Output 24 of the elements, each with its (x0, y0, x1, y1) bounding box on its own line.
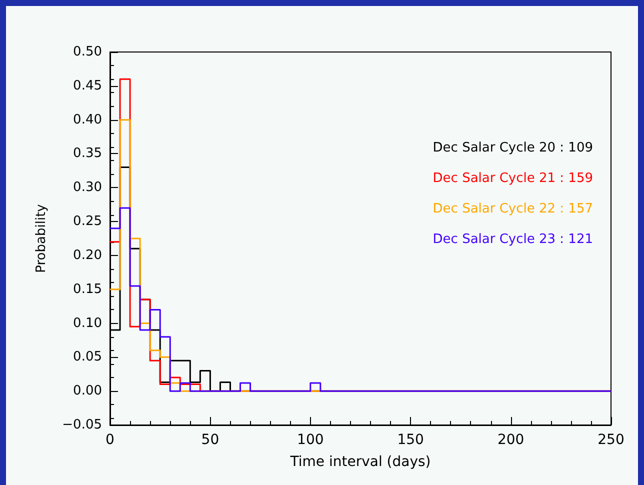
y-tick-label: 0.50 (73, 44, 102, 60)
y-tick-label: 0.40 (73, 112, 102, 128)
y-tick-label: 0.05 (73, 350, 102, 365)
x-tick-label: 150 (397, 432, 424, 448)
x-tick-label: 50 (201, 432, 220, 448)
text: Dec Salar Cycle 22 : 157 (432, 202, 594, 216)
y-tick-label: 0.35 (73, 146, 102, 162)
x-tick-label: 250 (598, 432, 624, 448)
y-tick-label: −0.05 (62, 418, 102, 432)
x-tick-label: 0 (106, 432, 114, 448)
y-axis-title: Probability (34, 204, 49, 273)
y-tick-label: 0.00 (73, 384, 102, 399)
y-tick-label: 0.20 (73, 248, 102, 263)
text: Dec Salar Cycle 20 : 109 (432, 140, 594, 156)
x-tick-label: 100 (297, 432, 324, 448)
text: Dec Salar Cycle 21 : 159 (432, 171, 594, 186)
y-tick-label: 0.30 (73, 180, 102, 196)
x-tick-label: 200 (497, 432, 524, 448)
x-axis-title: Time interval (days) (289, 454, 431, 470)
y-tick-label: 0.10 (73, 316, 102, 331)
text: Dec Salar Cycle 23 : 121 (432, 232, 594, 247)
y-tick-label: 0.25 (73, 214, 102, 230)
y-tick-label: 0.45 (73, 78, 102, 94)
y-tick-label: 0.15 (73, 282, 102, 297)
